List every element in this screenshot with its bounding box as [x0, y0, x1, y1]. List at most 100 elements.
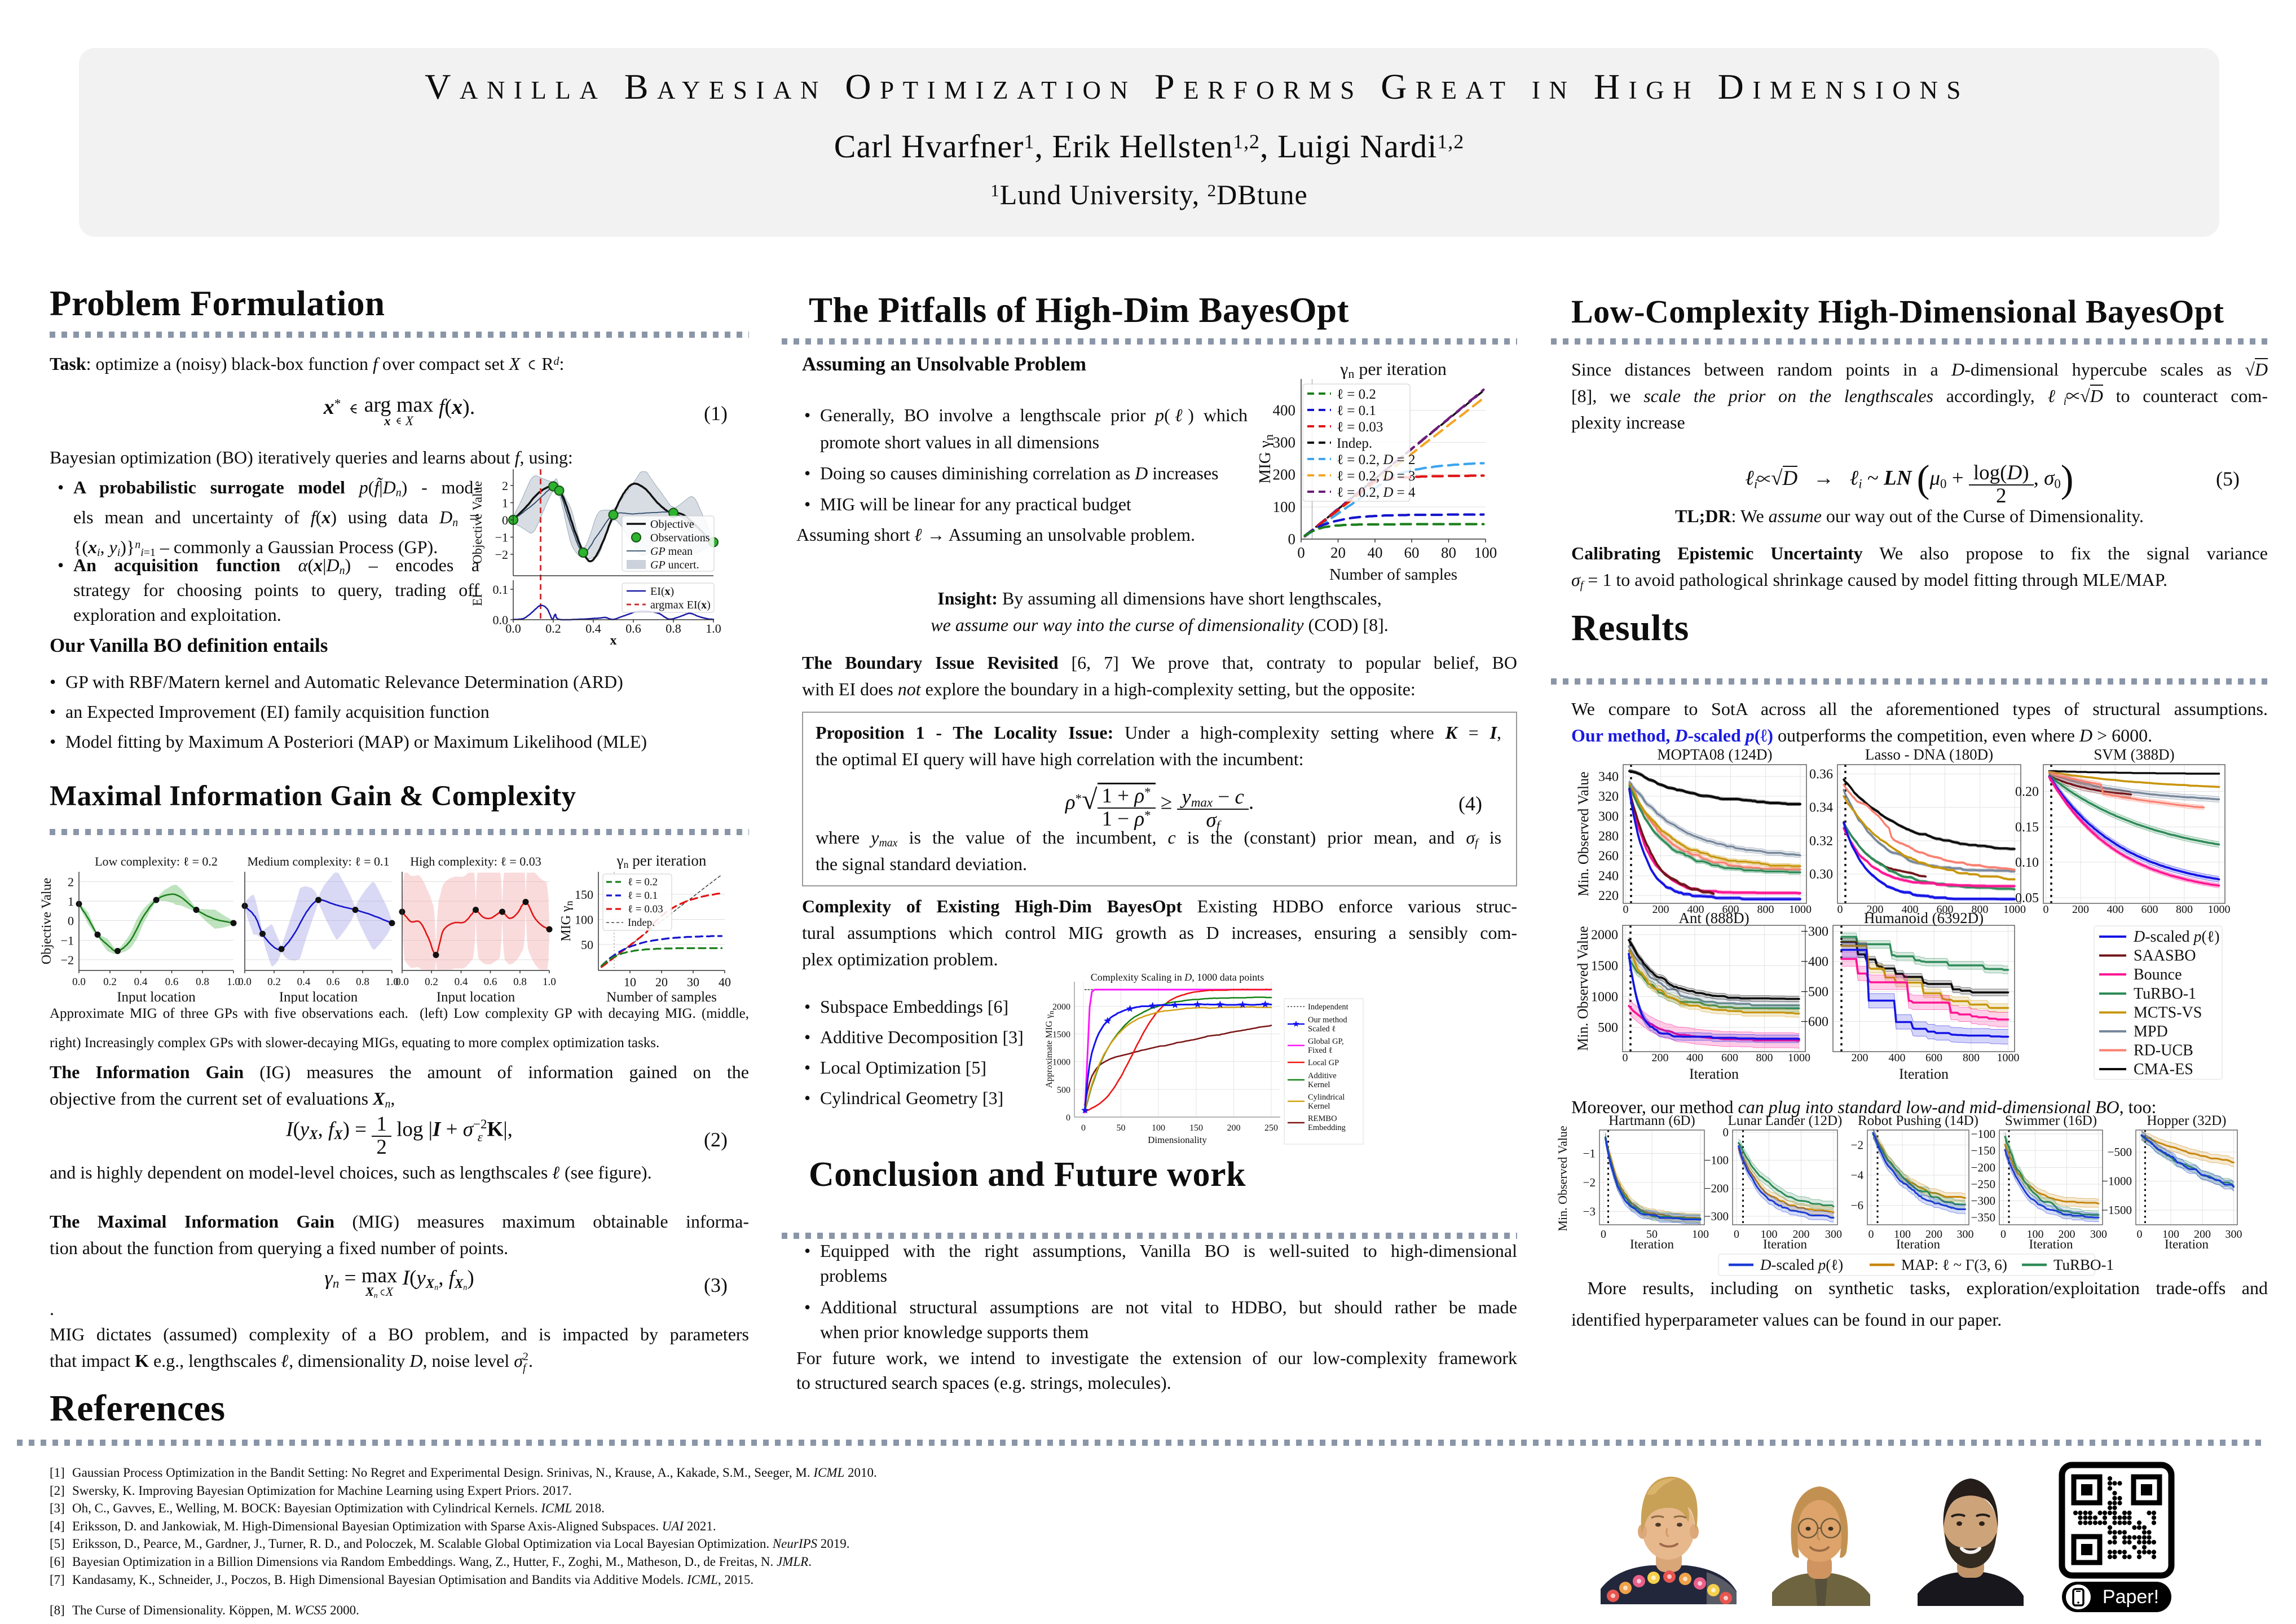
svg-text:1000: 1000 — [1591, 990, 1618, 1005]
svg-text:Indep.: Indep. — [1337, 436, 1372, 451]
svg-text:0: 0 — [502, 513, 508, 527]
svg-text:Number of samples: Number of samples — [1329, 566, 1457, 584]
svg-text:150: 150 — [1189, 1123, 1203, 1133]
svg-text:300: 300 — [2226, 1228, 2242, 1241]
svg-text:320: 320 — [1598, 789, 1619, 804]
svg-text:200: 200 — [1273, 466, 1296, 483]
svg-text:x: x — [610, 633, 617, 648]
svg-text:0.2: 0.2 — [103, 976, 117, 988]
svg-text:0: 0 — [1081, 1123, 1086, 1133]
svg-text:ℓ = 0.03: ℓ = 0.03 — [1337, 420, 1383, 435]
svg-text:600: 600 — [2141, 903, 2158, 916]
svg-text:0: 0 — [1601, 1228, 1606, 1241]
svg-text:ℓ = 0.2: ℓ = 0.2 — [628, 876, 658, 888]
svg-text:0.34: 0.34 — [1809, 801, 1833, 815]
svg-text:Scaled ℓ: Scaled ℓ — [1308, 1025, 1336, 1034]
svg-text:40: 40 — [1368, 544, 1383, 561]
svg-text:300: 300 — [1273, 434, 1296, 451]
svg-text:−150: −150 — [1971, 1144, 1995, 1158]
svg-text:0.0: 0.0 — [505, 621, 521, 636]
svg-text:0: 0 — [1288, 531, 1296, 548]
svg-text:Min. Observed Value: Min. Observed Value — [1555, 1126, 1570, 1231]
svg-text:Min. Observed Value: Min. Observed Value — [1575, 771, 1592, 896]
svg-text:Medium complexity: ℓ = 0.1: Medium complexity: ℓ = 0.1 — [247, 854, 389, 868]
svg-text:Iteration: Iteration — [2029, 1237, 2073, 1251]
svg-text:ℓ = 0.03: ℓ = 0.03 — [628, 903, 663, 915]
svg-text:200: 200 — [2194, 1228, 2211, 1241]
svg-text:Iteration: Iteration — [1899, 1066, 1949, 1082]
svg-text:0.32: 0.32 — [1809, 834, 1833, 849]
svg-text:200: 200 — [1652, 903, 1669, 916]
svg-text:0: 0 — [1623, 1052, 1628, 1064]
svg-text:Hopper (32D): Hopper (32D) — [2147, 1115, 2227, 1128]
svg-text:80: 80 — [1441, 544, 1456, 561]
svg-text:20: 20 — [655, 975, 668, 989]
svg-text:Input location: Input location — [117, 990, 196, 1004]
svg-text:Iteration: Iteration — [1896, 1237, 1940, 1251]
svg-text:0.8: 0.8 — [666, 621, 681, 636]
svg-text:600: 600 — [1722, 903, 1739, 916]
svg-text:340: 340 — [1598, 770, 1619, 784]
svg-text:1000: 1000 — [2208, 903, 2231, 916]
svg-text:Independent: Independent — [1308, 1003, 1348, 1012]
svg-text:50: 50 — [1117, 1123, 1126, 1133]
svg-text:−2: −2 — [495, 548, 508, 562]
svg-text:400: 400 — [1273, 402, 1296, 419]
svg-text:0.6: 0.6 — [625, 621, 641, 636]
svg-text:600: 600 — [1721, 1052, 1738, 1064]
svg-text:100: 100 — [2162, 1228, 2179, 1241]
svg-text:Input location: Input location — [437, 990, 515, 1004]
svg-text:−100: −100 — [1971, 1127, 1995, 1141]
svg-text:2000: 2000 — [1052, 1003, 1070, 1012]
svg-text:GP uncert.: GP uncert. — [650, 559, 699, 571]
svg-text:0.10: 0.10 — [2015, 855, 2039, 870]
svg-text:Bounce: Bounce — [2134, 966, 2182, 983]
svg-text:200: 200 — [1227, 1123, 1241, 1133]
svg-text:−2: −2 — [61, 953, 74, 967]
svg-text:600: 600 — [1937, 903, 1954, 916]
svg-text:2: 2 — [502, 479, 508, 493]
svg-text:CMA-ES: CMA-ES — [2134, 1061, 2193, 1078]
svg-text:1000: 1000 — [1788, 1052, 1810, 1064]
svg-text:200: 200 — [1852, 1052, 1868, 1064]
svg-text:0: 0 — [2137, 1228, 2143, 1241]
svg-text:0.2: 0.2 — [545, 621, 561, 636]
svg-text:−100: −100 — [1704, 1154, 1729, 1167]
svg-text:250: 250 — [1264, 1123, 1278, 1133]
svg-text:220: 220 — [1598, 889, 1619, 903]
svg-text:1500: 1500 — [1052, 1030, 1070, 1040]
svg-text:SAASBO: SAASBO — [2134, 947, 2196, 965]
svg-text:50: 50 — [1646, 1228, 1658, 1241]
svg-text:0.05: 0.05 — [2015, 891, 2039, 906]
svg-text:Kernel: Kernel — [1308, 1102, 1330, 1111]
svg-text:−200: −200 — [1704, 1182, 1729, 1195]
svg-text:0.8: 0.8 — [513, 976, 527, 988]
svg-text:260: 260 — [1598, 849, 1619, 864]
svg-text:Approximate MIG γn: Approximate MIG γn — [1045, 1010, 1055, 1088]
svg-text:Objective Value: Objective Value — [470, 481, 484, 564]
svg-text:0: 0 — [1837, 903, 1843, 916]
svg-text:−1: −1 — [495, 531, 508, 545]
svg-text:GP mean: GP mean — [650, 545, 693, 558]
svg-text:ℓ = 0.2, D = 3: ℓ = 0.2, D = 3 — [1337, 469, 1416, 484]
svg-text:Objective Value: Objective Value — [39, 878, 54, 965]
svg-text:High complexity: ℓ = 0.03: High complexity: ℓ = 0.03 — [410, 854, 541, 868]
svg-text:0: 0 — [1297, 544, 1305, 561]
svg-text:0.4: 0.4 — [585, 621, 601, 636]
svg-text:MCTS-VS: MCTS-VS — [2134, 1004, 2202, 1022]
svg-text:1.0: 1.0 — [706, 621, 721, 636]
svg-text:0.36: 0.36 — [1809, 767, 1833, 782]
svg-text:Iteration: Iteration — [1763, 1237, 1807, 1251]
svg-text:1.0: 1.0 — [227, 976, 240, 988]
svg-text:MOPTA08 (124D): MOPTA08 (124D) — [1657, 747, 1772, 763]
svg-text:100: 100 — [1273, 498, 1296, 515]
svg-text:2: 2 — [68, 875, 74, 889]
svg-text:Input location: Input location — [279, 990, 358, 1004]
svg-text:0: 0 — [68, 914, 74, 928]
svg-text:ℓ = 0.1: ℓ = 0.1 — [1337, 403, 1376, 418]
svg-text:−2: −2 — [1851, 1138, 1863, 1152]
svg-text:Lasso - DNA (180D): Lasso - DNA (180D) — [1865, 747, 1993, 763]
svg-text:0.4: 0.4 — [134, 976, 148, 988]
svg-text:−500: −500 — [2108, 1145, 2132, 1159]
svg-text:−350: −350 — [1971, 1211, 1995, 1224]
